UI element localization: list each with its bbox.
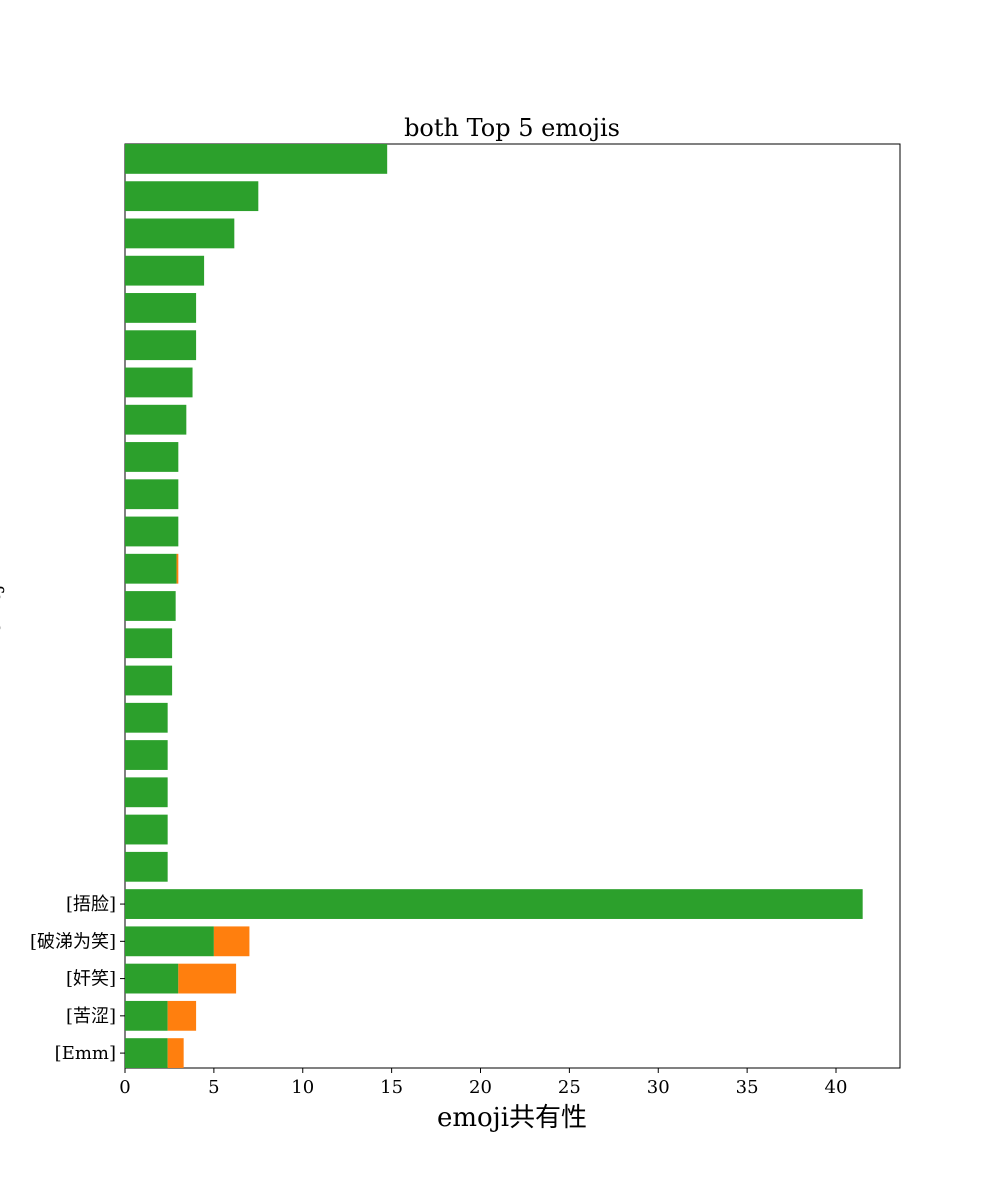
bar-segment (125, 1000, 168, 1031)
bar-segment (125, 1038, 168, 1068)
bar-segment (213, 926, 250, 957)
bar-segment (176, 553, 179, 584)
bar-segment (125, 255, 205, 286)
y-tick-label: [Emm] (55, 1043, 116, 1064)
bar-segment (125, 591, 176, 621)
bar-segment (125, 702, 168, 733)
bar-segment (125, 516, 179, 547)
chart-title: both Top 5 emojis (404, 114, 620, 142)
bar-segment (125, 665, 173, 696)
x-tick-label: 35 (736, 1077, 759, 1098)
x-tick-label: 15 (380, 1077, 403, 1098)
bar-segment (167, 1000, 197, 1031)
x-tick-label: 25 (558, 1077, 581, 1098)
bar-segment (125, 181, 259, 212)
x-tick-label: 0 (119, 1077, 130, 1098)
y-tick-label: [捂脸] (66, 894, 116, 915)
bar-segment (125, 553, 177, 584)
bar-segment (125, 218, 235, 249)
bar-segment (125, 479, 179, 510)
bar-segment (125, 442, 179, 472)
bar-segment (125, 740, 168, 770)
x-tick-label: 30 (647, 1077, 670, 1098)
bar-segment (125, 144, 388, 174)
bar-segment (125, 404, 187, 435)
bar-segment (125, 628, 173, 659)
x-tick-label: 40 (825, 1077, 848, 1098)
bars-layer (125, 144, 863, 1068)
y-tick-label: [奸笑] (66, 969, 116, 990)
bar-segment (125, 851, 168, 882)
x-axis-label: emoji共有性 (437, 1103, 587, 1133)
bar-segment (125, 963, 179, 994)
bar-segment (167, 1038, 184, 1068)
bar-segment (125, 814, 168, 845)
x-tick-label: 20 (469, 1077, 492, 1098)
x-tick-label: 5 (208, 1077, 219, 1098)
bar-segment (125, 293, 197, 323)
y-ticks: [Emm] [苦涩] [奸笑] [破涕为笑] [捂脸] (30, 894, 125, 1064)
bar-segment (125, 330, 197, 361)
bar-segment (125, 777, 168, 808)
x-ticks: 0 5 10 15 20 25 30 35 40 (119, 1068, 847, 1098)
y-tick-label: [破涕为笑] (30, 931, 116, 952)
bar-segment (125, 926, 214, 957)
x-tick-label: 10 (291, 1077, 314, 1098)
bar-segment (178, 963, 237, 994)
bar-segment (125, 889, 863, 919)
bar-segment (125, 367, 193, 398)
y-tick-label: [苦涩] (66, 1006, 116, 1027)
y-axis-label: emoji (0, 578, 5, 633)
